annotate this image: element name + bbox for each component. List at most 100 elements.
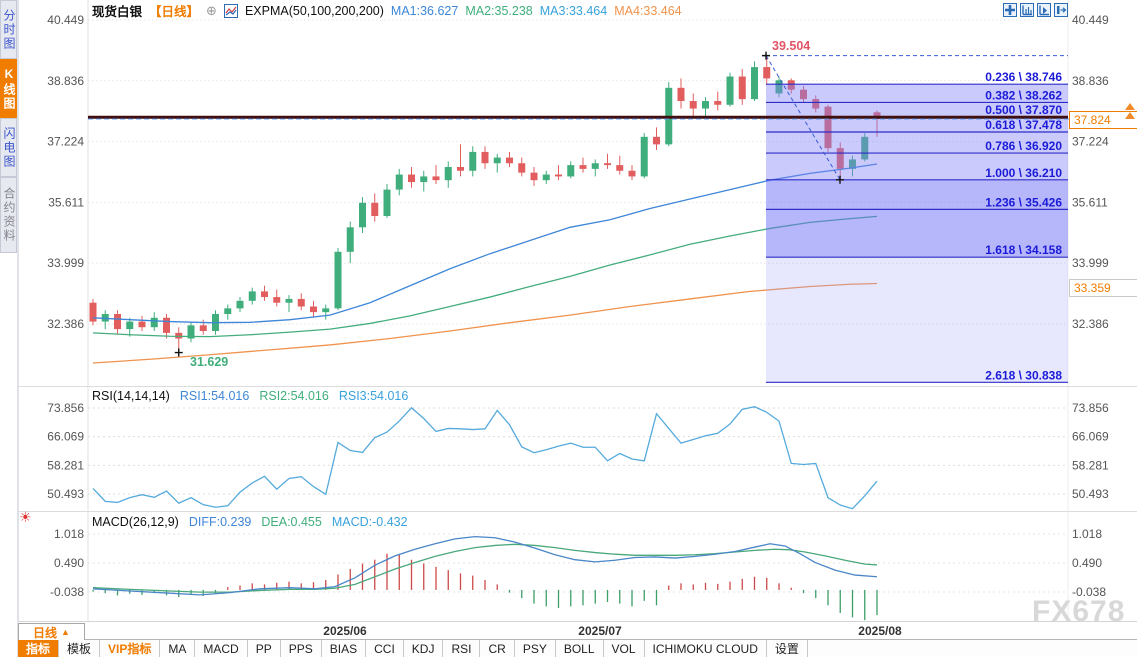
toolbar-item-RSI[interactable]: RSI (443, 640, 481, 657)
svg-text:58.281: 58.281 (47, 458, 84, 472)
svg-text:32.386: 32.386 (47, 317, 84, 331)
svg-text:58.281: 58.281 (1072, 458, 1109, 472)
svg-text:50.493: 50.493 (1072, 487, 1109, 501)
macd-title: MACD(26,12,9) (92, 514, 179, 529)
x-axis-month-label: 2025/06 (323, 624, 367, 638)
indicator-toolbar: 指标 模板 VIP指标 MA MACD PP PPS BIAS CCI KDJ RSI CR PSY BO… (18, 640, 1137, 657)
svg-text:1.618 \ 34.158: 1.618 \ 34.158 (985, 243, 1062, 257)
rsi2-value: RSI2:54.016 (259, 388, 329, 403)
svg-text:1.018: 1.018 (1072, 527, 1102, 541)
current-price-badge: 37.824 (1069, 111, 1137, 129)
rsi1-value: RSI1:54.016 (179, 388, 250, 403)
diff-value: DIFF:0.239 (188, 514, 252, 529)
pane-forward-icon[interactable] (1054, 3, 1068, 17)
macd-panel-header: MACD(26,12,9) DIFF:0.239 DEA:0.455 MACD:… (92, 514, 408, 529)
svg-text:39.504: 39.504 (772, 39, 810, 53)
svg-text:1.000 \ 36.210: 1.000 \ 36.210 (985, 166, 1062, 180)
svg-text:0.618 \ 37.478: 0.618 \ 37.478 (985, 118, 1062, 132)
toolbar-item-CR[interactable]: CR (480, 640, 515, 657)
toolbar-item-PPS[interactable]: PPS (281, 640, 322, 657)
axis-play-icon[interactable] (1037, 3, 1051, 17)
period-selector[interactable]: 日线 ▲ (18, 623, 85, 641)
svg-text:40.449: 40.449 (47, 13, 84, 27)
toolbar-item-MACD[interactable]: MACD (195, 640, 248, 657)
svg-text:35.611: 35.611 (48, 195, 84, 209)
toolbar-item-指标[interactable]: 指标 (18, 640, 60, 657)
toolbar-item-MA[interactable]: MA (160, 640, 196, 657)
candles (89, 55, 881, 353)
svg-text:38.836: 38.836 (47, 74, 84, 88)
toolbar-item-BIAS[interactable]: BIAS (322, 640, 367, 657)
toolbar-item-模板[interactable]: 模板 (59, 640, 101, 657)
panel-frames (17, 0, 1137, 657)
scroll-latest-arrow2-icon[interactable] (1125, 112, 1135, 119)
chart-layout-icons (1003, 3, 1068, 17)
indicator-settings-icon[interactable]: ☀ (19, 509, 32, 525)
dea-value: DEA:0.455 (261, 514, 322, 529)
ma2-value: MA2:35.238 (465, 3, 533, 18)
svg-text:66.069: 66.069 (1072, 430, 1109, 444)
svg-text:31.629: 31.629 (190, 355, 228, 369)
rsi3-value: RSI3:54.016 (338, 388, 409, 403)
svg-text:50.493: 50.493 (47, 487, 84, 501)
toolbar-item-BOLL[interactable]: BOLL (556, 640, 604, 657)
sidebar-tab-contract-info[interactable]: 合约资料 (0, 177, 17, 253)
expand-plus-icon[interactable]: ⊕ (206, 2, 217, 18)
x-axis-month-label: 2025/08 (858, 624, 902, 638)
sidebar-tab-kline-chart[interactable]: K线图 (0, 59, 17, 118)
fit-chart-icon[interactable] (1003, 3, 1017, 17)
svg-text:0.500 \ 37.870: 0.500 \ 37.870 (985, 103, 1062, 117)
indicator-chart-icon[interactable] (223, 3, 238, 18)
svg-text:2.618 \ 30.838: 2.618 \ 30.838 (985, 368, 1062, 382)
sidebar-tab-time-chart[interactable]: 分时图 (0, 0, 17, 59)
toolbar-item-PSY[interactable]: PSY (515, 640, 556, 657)
period-label: 日线 (33, 625, 58, 640)
svg-text:37.224: 37.224 (1072, 135, 1109, 149)
svg-text:33.999: 33.999 (47, 256, 84, 270)
toolbar-item-VIP指标[interactable]: VIP指标 (100, 640, 161, 657)
toolbar-item-KDJ[interactable]: KDJ (404, 640, 444, 657)
period-tag: 【日线】 (149, 5, 200, 19)
price-lines (88, 115, 1069, 120)
svg-text:0.490: 0.490 (54, 556, 84, 570)
toolbar-item-PP[interactable]: PP (248, 640, 281, 657)
ma-price-badge: 33.359 (1069, 279, 1137, 297)
macd-panel: 1.018 1.018 0.490 0.490 -0.038 -0.038 (50, 527, 1106, 621)
toolbar-item-ICHIMOKU CLOUD[interactable]: ICHIMOKU CLOUD (645, 640, 767, 657)
svg-text:1.236 \ 35.426: 1.236 \ 35.426 (985, 195, 1062, 209)
ma3-value: MA3:33.464 (539, 3, 608, 18)
rsi-title: RSI(14,14,14) (92, 388, 170, 403)
svg-text:0.786 \ 36.920: 0.786 \ 36.920 (985, 139, 1062, 153)
svg-text:40.449: 40.449 (1072, 13, 1109, 27)
toolbar-item-CCI[interactable]: CCI (366, 640, 404, 657)
chart-header: 现货白银 【日线】 ⊕ EXPMA(50,100,200,200) MA1:36… (92, 2, 682, 20)
indicator-name: EXPMA(50,100,200,200) (244, 3, 384, 18)
sidebar-tab-lightning-chart[interactable]: 闪电图 (0, 118, 17, 177)
annotations: 39.504 31.629 (174, 39, 810, 369)
toolbar-item-设置[interactable]: 设置 (767, 640, 808, 657)
ma4-value: MA4:33.464 (614, 3, 682, 18)
ma1-value: MA1:36.627 (390, 3, 459, 18)
svg-text:0.382 \ 38.262: 0.382 \ 38.262 (985, 88, 1062, 102)
svg-text:1.018: 1.018 (54, 527, 84, 541)
svg-text:0.490: 0.490 (1072, 556, 1102, 570)
svg-text:33.999: 33.999 (1072, 256, 1109, 270)
rsi-panel-header: RSI(14,14,14) RSI1:54.016 RSI2:54.016 RS… (92, 388, 408, 403)
x-axis-month-label: 2025/07 (578, 624, 622, 638)
period-arrow-icon: ▲ (61, 627, 70, 637)
toolbar-item-VOL[interactable]: VOL (604, 640, 645, 657)
scroll-latest-arrow-icon[interactable] (1125, 103, 1135, 110)
svg-text:32.386: 32.386 (1072, 317, 1109, 331)
axis-scale-icon[interactable] (1020, 3, 1034, 17)
svg-text:-0.038: -0.038 (50, 585, 84, 599)
svg-text:-0.038: -0.038 (1072, 585, 1106, 599)
symbol-name: 现货白银 (92, 5, 143, 19)
macd-value: MACD:-0.432 (331, 514, 408, 529)
svg-text:73.856: 73.856 (47, 401, 84, 415)
svg-text:66.069: 66.069 (47, 430, 84, 444)
rsi-panel: 73.856 73.856 66.069 66.069 58.281 58.281 50.4… (47, 401, 1109, 510)
svg-text:38.836: 38.836 (1072, 74, 1109, 88)
